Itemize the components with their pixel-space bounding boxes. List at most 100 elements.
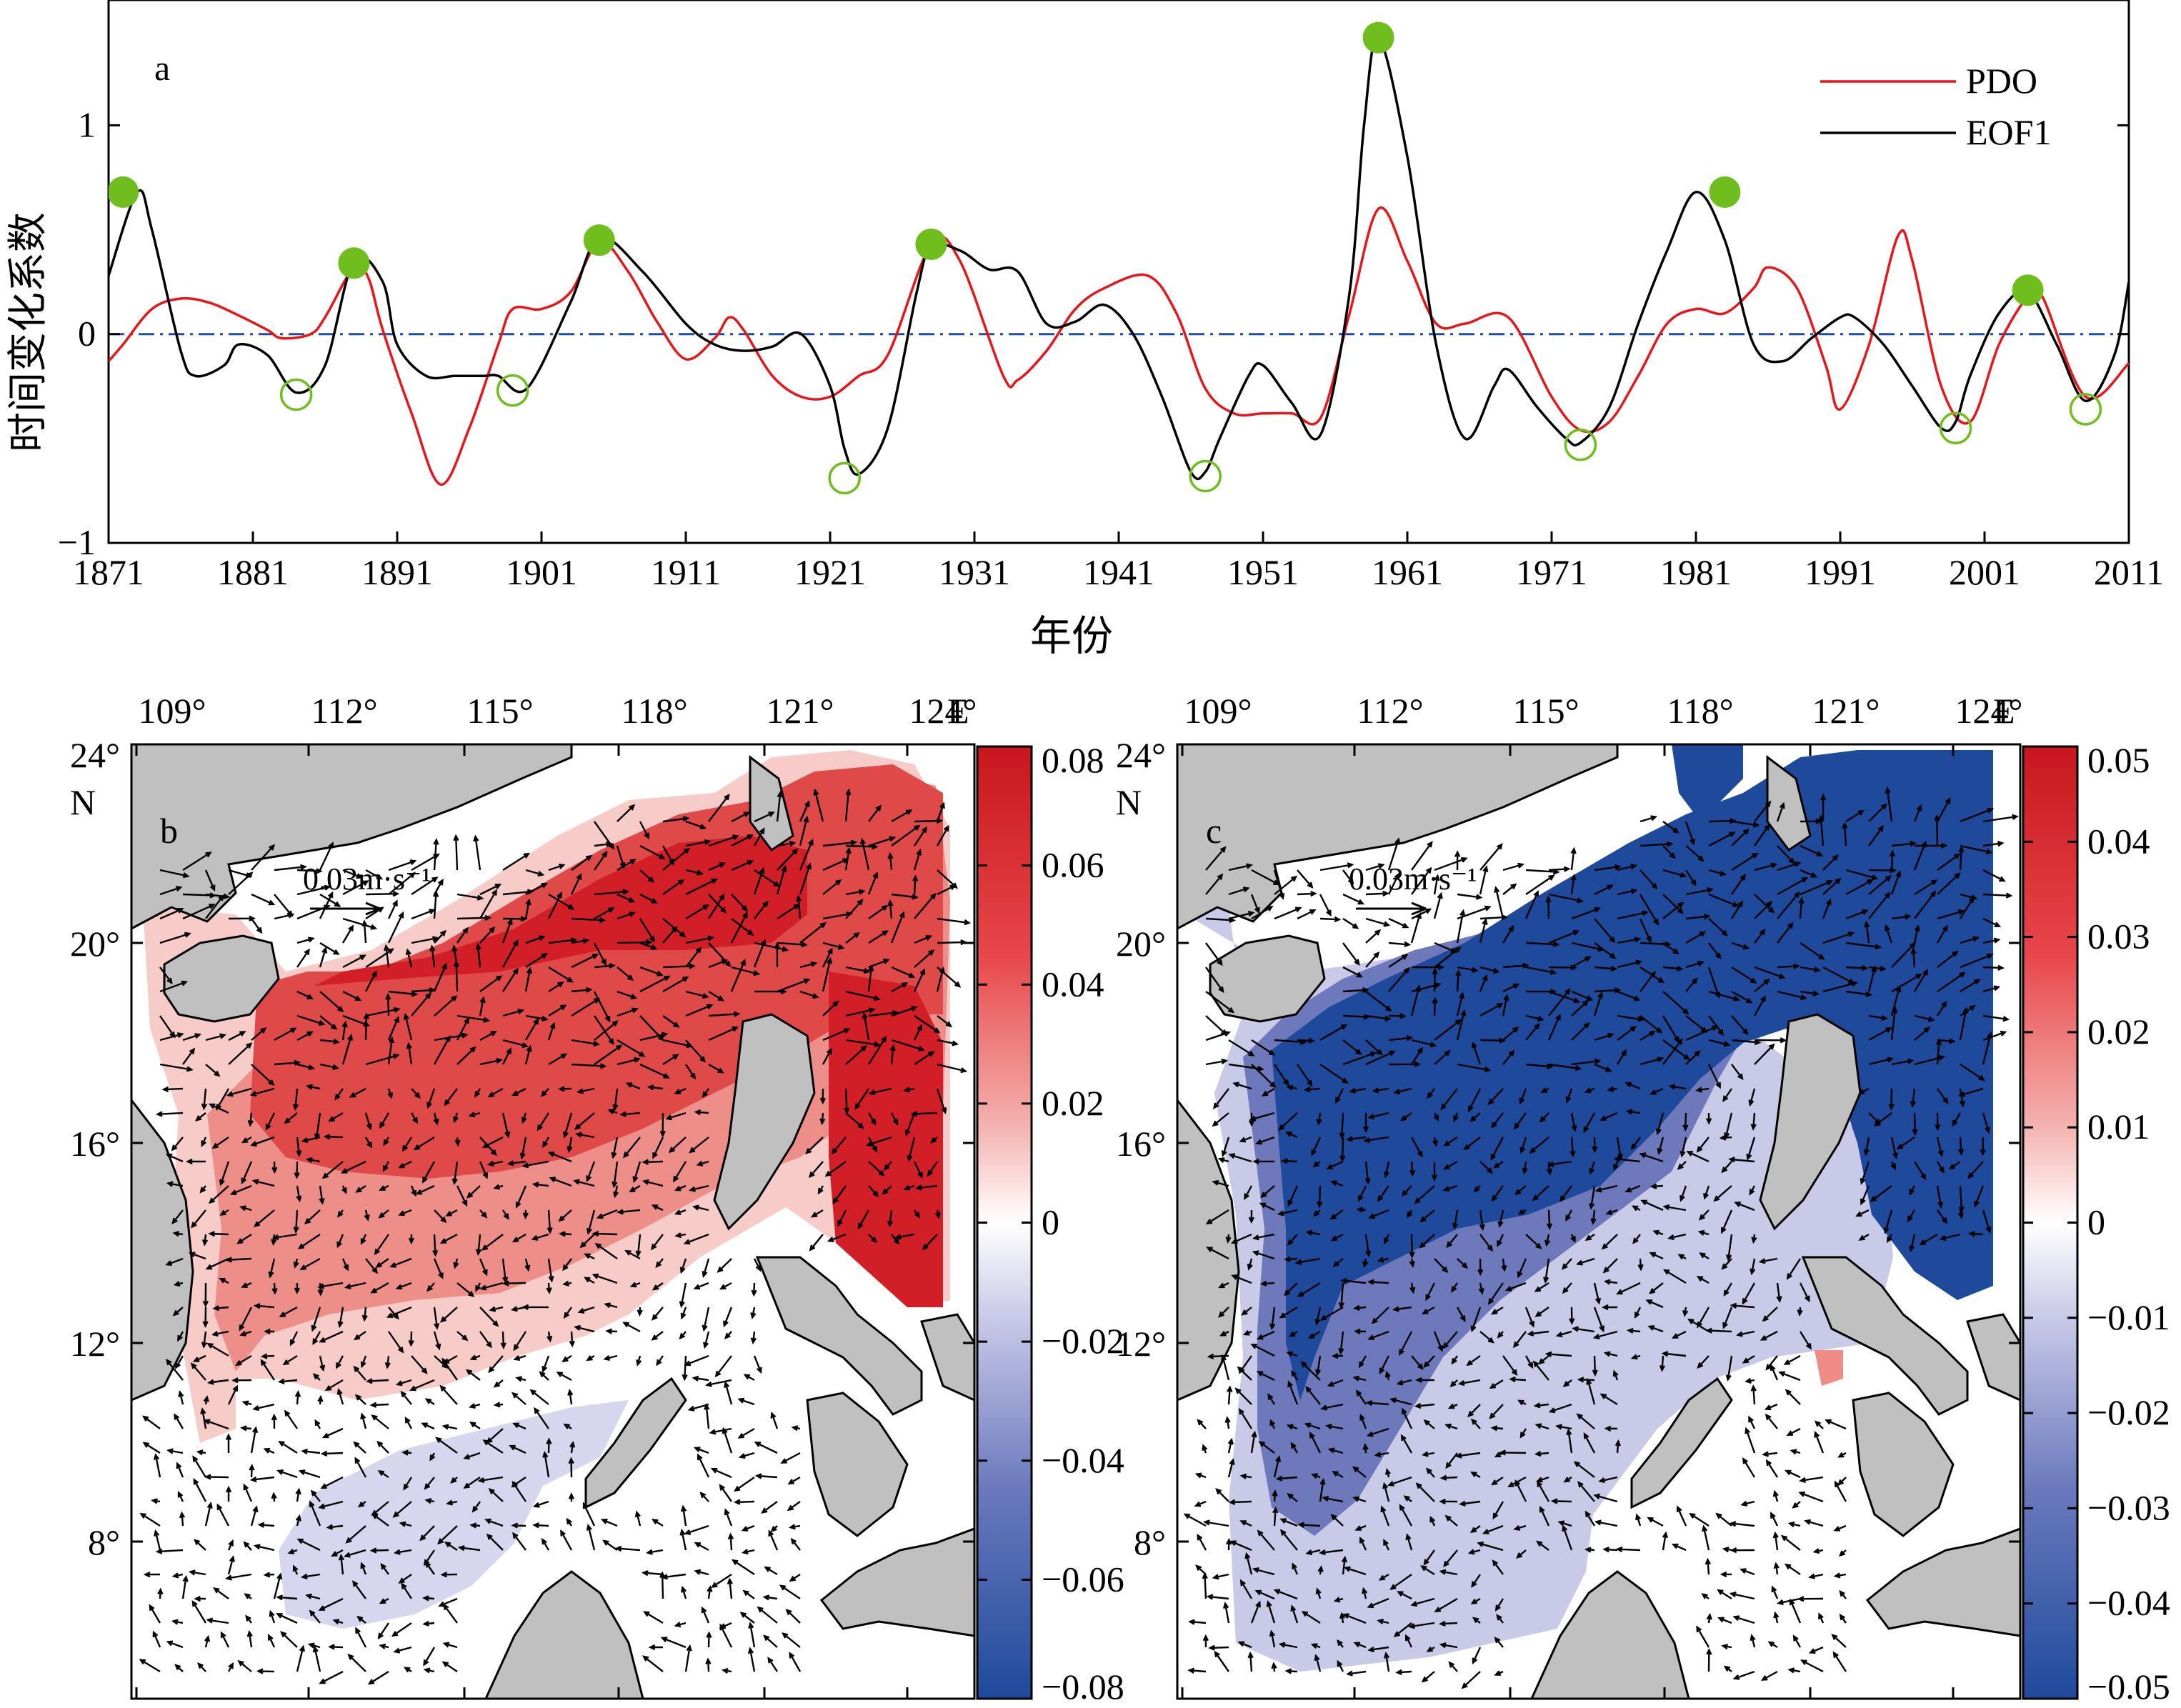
current-vector — [172, 1231, 184, 1237]
current-vector — [1662, 845, 1676, 859]
colorbar-tick-label: −0.08 — [1042, 1667, 1124, 1707]
current-vector — [342, 917, 378, 930]
current-vector — [179, 1511, 186, 1527]
current-vector — [1630, 1354, 1641, 1360]
current-vector — [524, 1044, 532, 1065]
current-vector — [1770, 1512, 1779, 1527]
current-vector — [1935, 1112, 1941, 1132]
current-vector — [1434, 1019, 1462, 1041]
current-vector — [1239, 1579, 1253, 1599]
current-vector — [1723, 1282, 1733, 1297]
current-vector — [1777, 990, 1807, 1001]
current-vector — [479, 1331, 492, 1349]
lon-tick-label: 121° — [767, 691, 834, 731]
current-vector — [204, 1634, 211, 1648]
current-vector — [411, 909, 436, 920]
current-vector — [790, 1537, 801, 1551]
current-vector — [1960, 844, 1993, 855]
current-vector — [557, 1086, 572, 1092]
current-vector — [651, 1519, 664, 1527]
current-vector — [1352, 1375, 1367, 1382]
current-vector — [1512, 1331, 1527, 1349]
current-vector — [1494, 886, 1504, 919]
colorbar-tick-label: 0.05 — [2087, 740, 2150, 780]
current-vector — [441, 1357, 458, 1381]
current-vector — [295, 1514, 301, 1527]
current-vector — [1717, 1589, 1732, 1600]
current-vector — [1543, 1258, 1550, 1284]
current-vector — [685, 869, 704, 876]
current-vector — [227, 1555, 235, 1575]
current-vector — [1291, 1369, 1299, 1381]
current-vector — [927, 1161, 938, 1177]
current-vector — [1187, 1667, 1207, 1674]
current-vector — [1799, 1282, 1810, 1303]
current-vector — [1936, 796, 1951, 822]
current-vector — [1388, 941, 1412, 948]
current-vector — [1783, 1354, 1801, 1365]
current-vector — [1205, 1058, 1228, 1066]
current-vector — [894, 1233, 915, 1240]
current-vector — [1393, 1087, 1412, 1095]
current-vector — [1860, 1161, 1870, 1185]
current-vector — [206, 1379, 229, 1385]
current-vector — [1937, 950, 1959, 968]
current-vector — [228, 1031, 246, 1042]
current-vector — [289, 1331, 299, 1347]
current-vector — [1571, 1022, 1590, 1041]
current-vector — [1765, 1459, 1779, 1478]
current-vector — [1613, 1161, 1619, 1172]
current-vector — [1547, 1160, 1572, 1168]
lat-tick-label: 16° — [1116, 1124, 1166, 1164]
current-vector — [1317, 1565, 1324, 1575]
current-vector — [1960, 807, 1995, 823]
current-vector — [719, 1623, 733, 1648]
current-vector — [914, 1051, 935, 1066]
current-vector — [674, 1184, 687, 1192]
current-vector — [548, 1004, 567, 1017]
current-vector — [547, 1152, 572, 1163]
current-vector — [1352, 1466, 1367, 1478]
peak-marker-filled — [338, 247, 370, 279]
current-vector — [159, 967, 173, 985]
current-vector — [433, 1112, 439, 1126]
current-vector — [1206, 1594, 1229, 1600]
current-vector — [1845, 879, 1874, 896]
current-vector — [374, 1234, 389, 1256]
current-vector — [1662, 942, 1680, 954]
lat-unit-label: N — [1116, 782, 1142, 822]
current-vector — [1414, 1185, 1435, 1204]
current-vector — [776, 790, 783, 822]
current-vector — [1290, 1442, 1299, 1454]
current-vector — [629, 1282, 641, 1288]
current-vector — [1259, 1202, 1275, 1212]
x-tick-label: 1931 — [939, 552, 1010, 592]
current-vector — [1217, 1157, 1229, 1163]
current-vector — [701, 1606, 710, 1624]
current-vector — [1457, 893, 1483, 900]
current-vector — [789, 1573, 801, 1582]
current-vector — [1561, 1258, 1572, 1270]
current-vector — [474, 1088, 481, 1098]
current-vector — [1814, 1431, 1825, 1454]
current-vector — [1822, 877, 1842, 895]
current-vector — [707, 1585, 713, 1599]
current-vector — [1219, 1330, 1229, 1337]
current-vector — [1454, 850, 1461, 871]
current-vector — [582, 1502, 596, 1527]
current-vector — [1269, 1629, 1276, 1648]
current-vector — [1254, 1589, 1275, 1600]
current-vector — [1399, 1331, 1413, 1356]
current-vector — [239, 1205, 252, 1212]
current-vector — [241, 1161, 253, 1185]
current-vector — [617, 893, 636, 903]
current-vector — [742, 1549, 755, 1555]
current-vector — [1615, 1546, 1641, 1553]
current-vector — [594, 907, 615, 920]
current-vector — [244, 1593, 252, 1599]
current-vector — [155, 1111, 184, 1117]
current-vector — [1751, 1234, 1757, 1244]
current-vector — [1331, 1353, 1344, 1359]
current-vector — [748, 1622, 756, 1648]
current-vector — [1753, 995, 1766, 1017]
